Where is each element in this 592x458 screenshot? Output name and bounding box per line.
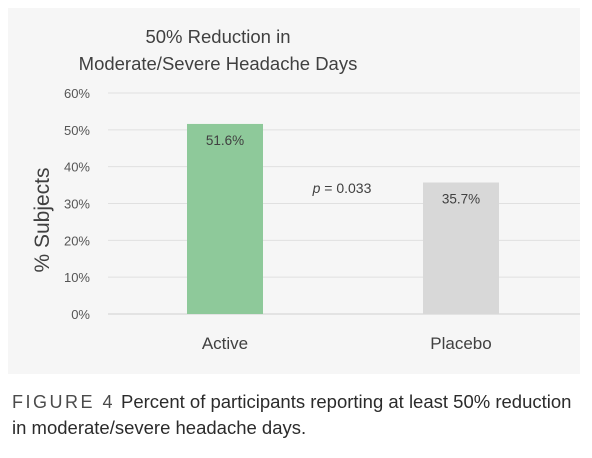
figure-label: FIGURE 4 [12, 392, 116, 412]
y-tick-label: 60% [64, 86, 90, 101]
bar-chart: 50% Reduction in Moderate/Severe Headache… [31, 26, 580, 353]
category-label: Active [202, 334, 248, 353]
chart-area: 50% Reduction in Moderate/Severe Headache… [8, 8, 580, 374]
chart-title-line: Moderate/Severe Headache Days [79, 53, 358, 74]
y-tick-label: 50% [64, 123, 90, 138]
y-tick-label: 30% [64, 197, 90, 212]
bar-placebo [423, 182, 499, 314]
chart-title-line: 50% Reduction in [145, 26, 290, 47]
y-tick-label: 20% [64, 233, 90, 248]
caption-divider [0, 374, 592, 375]
caption-text: Percent of participants reporting at lea… [12, 391, 572, 438]
p-value-annotation: p = 0.033 [312, 180, 372, 196]
y-tick-label: 0% [71, 307, 90, 322]
y-tick-label: 10% [64, 270, 90, 285]
bar-active [187, 123, 263, 314]
y-tick-label: 40% [64, 160, 90, 175]
data-label: 51.6% [206, 133, 244, 148]
category-label: Placebo [430, 334, 491, 353]
y-axis-label: % Subjects [31, 167, 54, 272]
data-label: 35.7% [442, 192, 480, 207]
figure-caption: FIGURE 4 Percent of participants reportin… [12, 389, 572, 440]
